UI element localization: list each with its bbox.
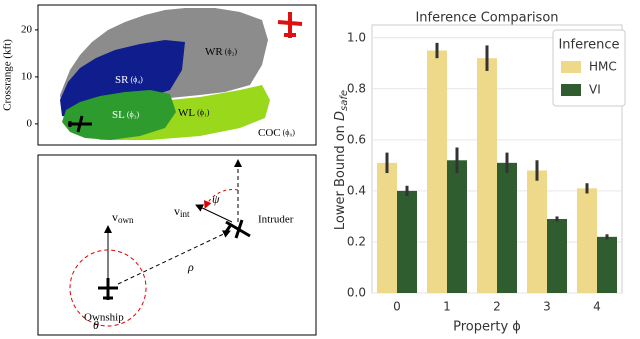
region-name: SR — [115, 74, 129, 86]
region-label: COC (ϕ₀) — [258, 127, 295, 139]
y-tick-label: 10 — [21, 70, 33, 82]
panel-frame — [37, 154, 317, 336]
intruder-icon — [224, 219, 251, 239]
region-name: COC — [258, 127, 281, 139]
psi-arc — [204, 189, 239, 209]
intruder-label: Intruder — [258, 214, 294, 226]
y-tick-label: 0.2 — [347, 234, 366, 248]
y-tick-label: 1.0 — [347, 30, 366, 44]
x-tick-label: 3 — [543, 300, 551, 314]
bar — [477, 58, 497, 293]
x-tick-label: 4 — [593, 300, 601, 314]
v-int-arrow — [195, 204, 233, 223]
region-label: SR (ϕ₄) — [115, 74, 143, 86]
y-tick-label: 0.0 — [347, 286, 366, 300]
v-own-label: vown — [112, 210, 134, 225]
legend-label: VI — [589, 83, 601, 97]
bar — [577, 188, 597, 293]
chart-title: Inference Comparison — [415, 11, 558, 26]
region-y-label: Crossrange (kft) — [2, 39, 14, 111]
theta-circle — [69, 249, 147, 327]
region-name: SL — [112, 109, 125, 121]
label-main: v — [174, 204, 180, 218]
legend-swatch — [561, 61, 581, 73]
region-tag: (ϕ₃) — [127, 110, 140, 119]
bar — [527, 170, 547, 293]
x-tick-label: 0 — [393, 300, 401, 314]
ownship-icon — [98, 278, 118, 300]
region-name: WL — [178, 107, 195, 119]
label-sub: int — [180, 209, 190, 219]
region-name: WR — [205, 46, 223, 58]
y-tick-label: 0 — [27, 117, 33, 129]
y-axis-label: Lower Bound on Dsafe — [333, 90, 351, 230]
region-sl — [62, 90, 176, 140]
legend-title: Inference — [558, 38, 619, 53]
x-tick-label: 2 — [493, 300, 501, 314]
bar — [547, 218, 567, 293]
x-axis-label: Property ϕ — [453, 320, 521, 335]
region-panel — [37, 4, 317, 146]
bar — [397, 190, 417, 293]
ownship-icon — [68, 115, 92, 133]
x-tick-label: 1 — [443, 300, 451, 314]
region-tag: (ϕ₀) — [283, 128, 296, 137]
region-sr — [60, 40, 185, 118]
label-main: D — [333, 111, 348, 121]
bar — [447, 160, 467, 293]
region-tag: (ϕ₄) — [130, 75, 143, 84]
bar — [497, 162, 517, 293]
bar — [597, 236, 617, 293]
label-sub: safe — [339, 90, 350, 111]
y-tick-label: 0.8 — [347, 81, 366, 95]
diagram-panel: vown vint Intruder Ownship ρ ψ θ — [37, 154, 317, 336]
legend-label: HMC — [589, 60, 617, 74]
region-label: WL (ϕ₁) — [178, 107, 210, 119]
bar — [427, 50, 447, 294]
y-tick-label: 20 — [21, 23, 33, 35]
region-tag: (ϕ₂) — [225, 47, 238, 56]
bar — [377, 162, 397, 293]
psi-label: ψ — [212, 192, 220, 206]
theta-label: θ — [93, 318, 99, 332]
legend-swatch — [561, 84, 581, 96]
label-main: Lower Bound on — [333, 121, 348, 230]
label-main: v — [112, 210, 118, 224]
region-label: WR (ϕ₂) — [205, 46, 237, 58]
intruder-icon — [277, 12, 303, 38]
region-label: SL (ϕ₃) — [112, 109, 140, 121]
label-sub: own — [118, 215, 134, 225]
rho-label: ρ — [187, 260, 194, 274]
region-tag: (ϕ₁) — [197, 108, 210, 117]
v-int-label: vint — [174, 204, 190, 219]
ownship-label: Ownship — [84, 312, 124, 324]
y-tick-label: 0.6 — [347, 132, 366, 146]
y-tick-label: 0.4 — [347, 183, 366, 197]
